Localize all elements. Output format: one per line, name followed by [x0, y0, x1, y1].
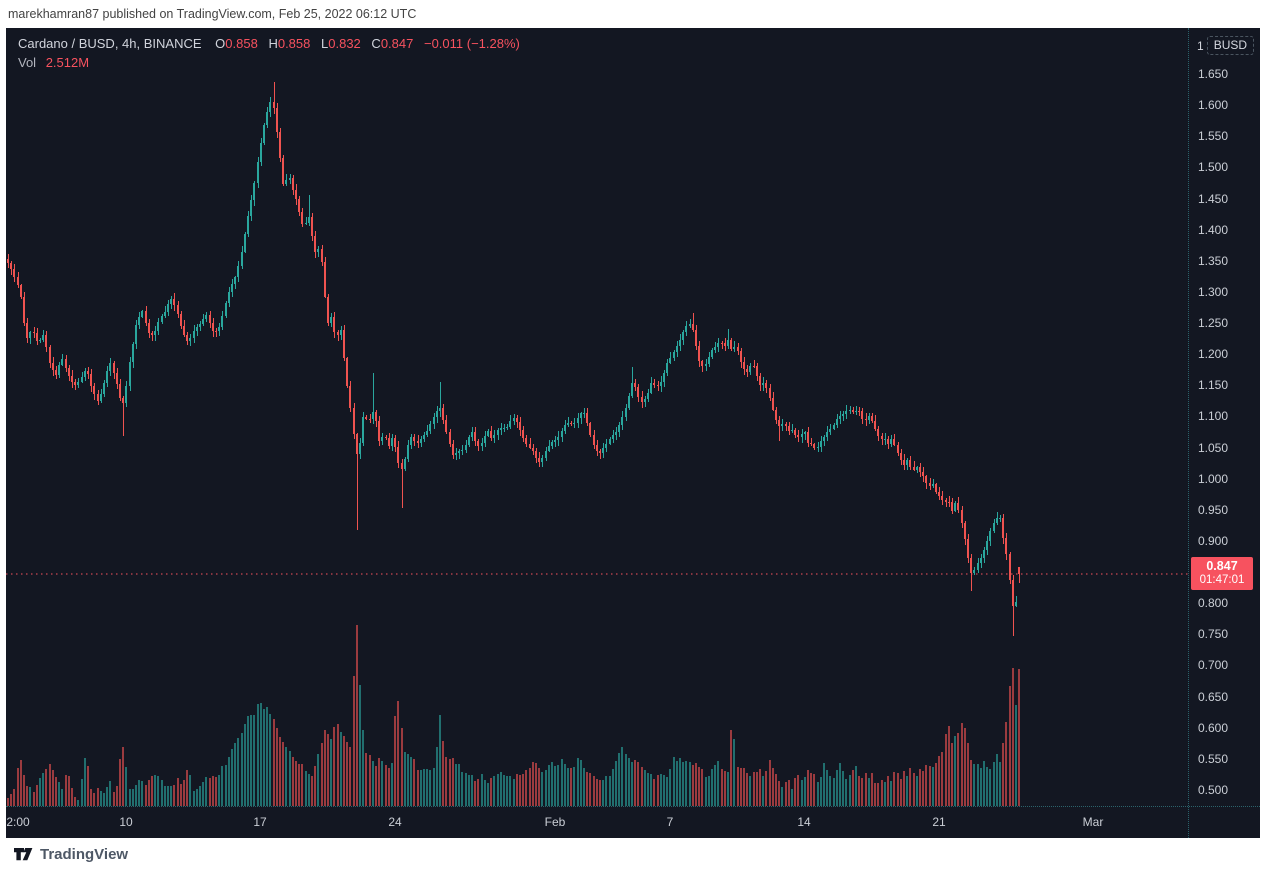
last-price-badge: 0.847 01:47:01 [1191, 557, 1253, 590]
price-tick-label: 0.550 [1198, 752, 1229, 766]
chart-legend: Cardano / BUSD, 4h, BINANCE O0.858 H0.85… [18, 36, 520, 70]
open-label: O [215, 36, 226, 51]
price-tick-label: 1.050 [1198, 441, 1229, 455]
high-label: H [268, 36, 278, 51]
time-tick-label: 24 [388, 815, 402, 829]
price-axis-separator [1188, 28, 1189, 838]
time-tick-label: 17 [253, 815, 267, 829]
price-tick-label: 1.400 [1198, 223, 1229, 237]
price-tick-label: 1.350 [1198, 254, 1229, 268]
open-value: 0.858 [225, 36, 258, 51]
time-scale[interactable]: 2:00 10 17 24 Feb 7 14 21 Mar [6, 807, 1188, 838]
time-axis-separator [6, 806, 1260, 807]
bar-countdown: 01:47:01 [1199, 574, 1245, 586]
price-tick-label: 1.600 [1198, 98, 1229, 112]
volume-value: 2.512M [45, 55, 90, 70]
price-tick-label: 1.150 [1198, 378, 1229, 392]
volume-bars [7, 625, 1020, 806]
price-unit: 1 BUSD [1197, 36, 1255, 55]
price-tick-label: 0.750 [1198, 627, 1229, 641]
legend-symbol-row: Cardano / BUSD, 4h, BINANCE O0.858 H0.85… [18, 36, 520, 51]
price-tick-label: 1.450 [1198, 192, 1229, 206]
time-tick-label: 10 [119, 815, 133, 829]
symbol-title: Cardano / BUSD, 4h, BINANCE [18, 36, 202, 51]
unit-quantity: 1 [1197, 38, 1204, 53]
time-tick-label: 21 [932, 815, 946, 829]
time-tick-label: Mar [1082, 815, 1104, 829]
price-tick-label: 0.800 [1198, 596, 1229, 610]
time-tick-label: 14 [797, 815, 811, 829]
tradingview-logo-icon[interactable] [13, 844, 33, 864]
price-tick-label: 0.700 [1198, 658, 1229, 672]
candle-wicks [8, 82, 1020, 636]
currency-chip[interactable]: BUSD [1206, 36, 1255, 55]
price-tick-label: 1.200 [1198, 347, 1229, 361]
price-tick-label: 0.950 [1198, 503, 1229, 517]
price-tick-label: 1.000 [1198, 472, 1229, 486]
chart-container: Cardano / BUSD, 4h, BINANCE O0.858 H0.85… [6, 28, 1260, 838]
candlestick-chart-canvas[interactable] [6, 28, 1188, 806]
time-tick-label: 2:00 [6, 815, 30, 829]
legend-volume-row: Vol 2.512M [18, 55, 520, 70]
price-tick-label: 0.900 [1198, 534, 1229, 548]
price-scale[interactable]: 0.5000.5500.6000.6500.7000.7500.8000.850… [1189, 28, 1260, 806]
last-price-value: 0.847 [1206, 559, 1238, 573]
price-tick-label: 1.100 [1198, 409, 1229, 423]
price-tick-label: 1.550 [1198, 129, 1229, 143]
time-tick-label: 7 [666, 815, 674, 829]
tradingview-brand-text[interactable]: TradingView [40, 845, 129, 863]
price-tick-label: 0.600 [1198, 721, 1229, 735]
footer-bar: TradingView [0, 838, 1266, 870]
attribution-bar: marekhamran87 published on TradingView.c… [0, 0, 1266, 28]
change-value: −0.011 (−1.28%) [423, 36, 520, 51]
price-tick-label: 0.650 [1198, 690, 1229, 704]
price-tick-label: 0.500 [1198, 783, 1229, 797]
close-value: 0.847 [380, 36, 414, 51]
low-value: 0.832 [328, 36, 361, 51]
price-tick-label: 1.500 [1198, 160, 1229, 174]
volume-label: Vol [18, 55, 37, 70]
low-label: L [321, 36, 329, 51]
high-value: 0.858 [277, 36, 311, 51]
price-tick-label: 1.650 [1198, 67, 1229, 81]
time-tick-label: Feb [544, 815, 566, 829]
price-tick-label: 1.250 [1198, 316, 1229, 330]
candle-bodies [7, 102, 1020, 606]
close-label: C [371, 36, 381, 51]
price-tick-label: 1.300 [1198, 285, 1229, 299]
